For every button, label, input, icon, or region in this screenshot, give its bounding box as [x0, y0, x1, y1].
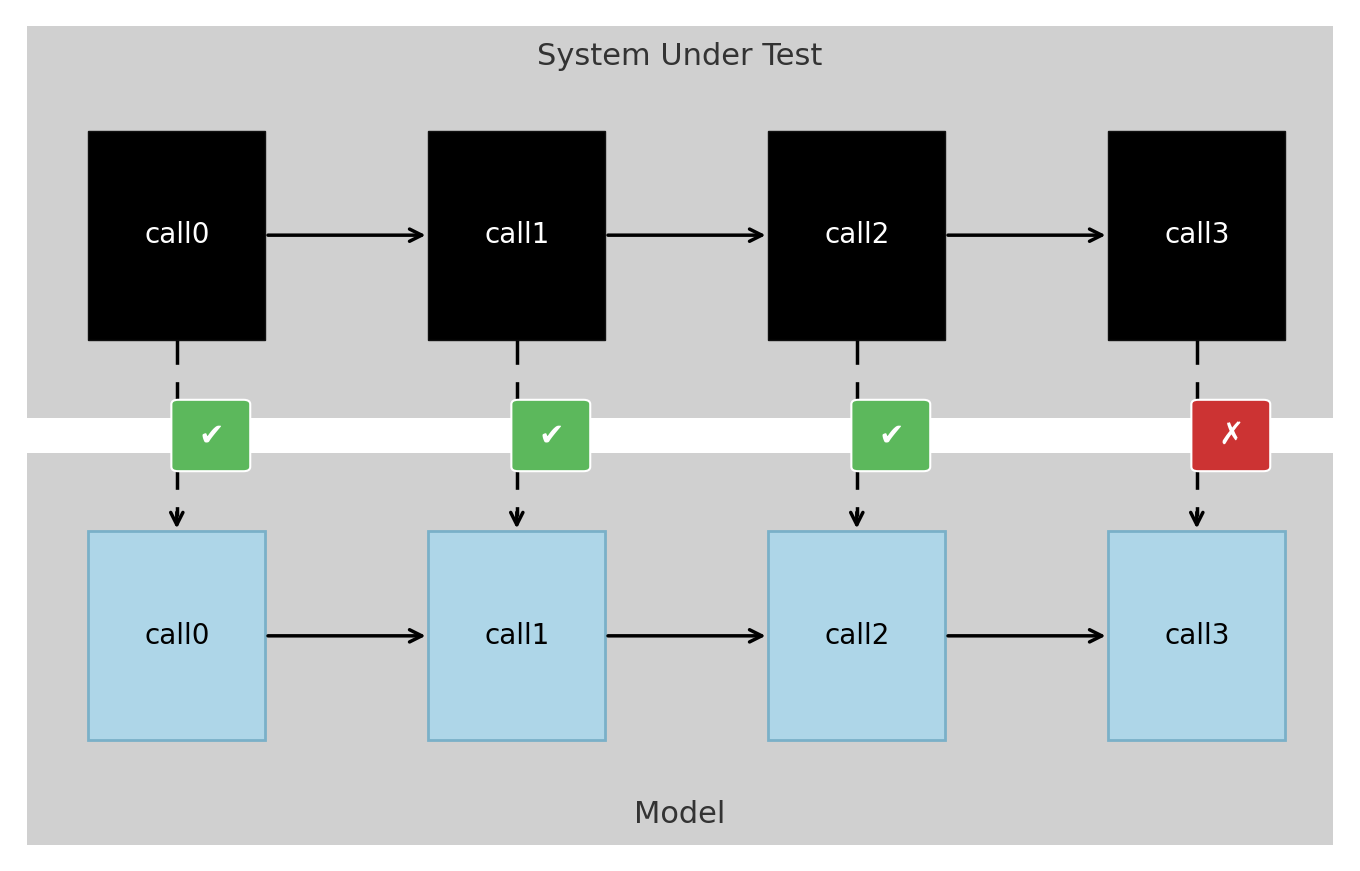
Bar — [1108, 531, 1285, 740]
Bar — [27, 453, 1333, 845]
Text: call1: call1 — [484, 622, 549, 650]
Text: call1: call1 — [484, 221, 549, 249]
Bar — [428, 531, 605, 740]
Text: call2: call2 — [824, 221, 889, 249]
FancyBboxPatch shape — [851, 400, 930, 471]
Bar — [768, 131, 945, 340]
Text: call0: call0 — [144, 622, 209, 650]
Text: System Under Test: System Under Test — [537, 42, 823, 71]
Text: Model: Model — [634, 800, 726, 829]
Text: ✔: ✔ — [879, 421, 903, 450]
FancyBboxPatch shape — [511, 400, 590, 471]
Text: call2: call2 — [824, 622, 889, 650]
Bar — [428, 131, 605, 340]
Text: ✗: ✗ — [1219, 421, 1243, 450]
Bar — [1108, 131, 1285, 340]
Text: call3: call3 — [1164, 221, 1229, 249]
Text: ✔: ✔ — [199, 421, 223, 450]
Bar — [88, 131, 265, 340]
FancyBboxPatch shape — [1191, 400, 1270, 471]
Text: ✔: ✔ — [539, 421, 563, 450]
Bar — [88, 531, 265, 740]
Text: call3: call3 — [1164, 622, 1229, 650]
Text: call0: call0 — [144, 221, 209, 249]
Bar — [768, 531, 945, 740]
FancyBboxPatch shape — [171, 400, 250, 471]
Bar — [27, 26, 1333, 418]
